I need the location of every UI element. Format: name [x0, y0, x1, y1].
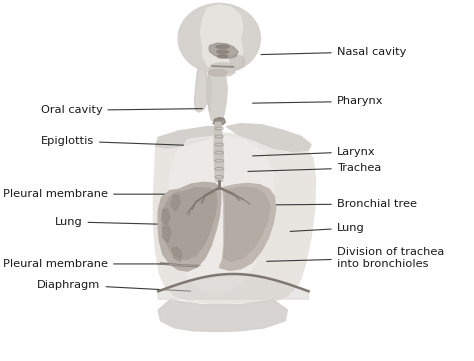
Polygon shape: [219, 183, 276, 270]
Text: Oral cavity: Oral cavity: [41, 105, 202, 116]
Text: Diaphragm: Diaphragm: [37, 280, 191, 291]
Polygon shape: [213, 118, 225, 126]
Polygon shape: [224, 187, 270, 261]
Polygon shape: [154, 133, 316, 304]
Polygon shape: [226, 124, 311, 152]
Polygon shape: [214, 122, 224, 182]
Text: Pleural membrane: Pleural membrane: [3, 189, 172, 199]
Text: Pharynx: Pharynx: [253, 96, 383, 106]
Text: Pleural membrane: Pleural membrane: [3, 259, 172, 269]
Polygon shape: [207, 73, 227, 121]
Polygon shape: [163, 188, 217, 260]
Polygon shape: [156, 127, 219, 148]
Polygon shape: [158, 300, 287, 331]
Polygon shape: [163, 227, 171, 242]
Ellipse shape: [216, 45, 229, 48]
Polygon shape: [172, 247, 182, 261]
Ellipse shape: [209, 69, 227, 76]
Polygon shape: [158, 274, 309, 299]
Text: Bronchial tree: Bronchial tree: [267, 199, 417, 209]
Text: Lung: Lung: [290, 223, 365, 233]
Polygon shape: [201, 5, 243, 73]
Polygon shape: [169, 135, 273, 294]
Polygon shape: [171, 195, 180, 211]
Polygon shape: [158, 182, 221, 271]
Text: Epiglottis: Epiglottis: [41, 136, 183, 146]
Polygon shape: [210, 62, 235, 76]
Polygon shape: [215, 145, 223, 157]
Text: Nasal cavity: Nasal cavity: [261, 47, 406, 57]
Polygon shape: [162, 209, 170, 226]
Text: Lung: Lung: [55, 217, 165, 227]
Text: Division of trachea
into bronchioles: Division of trachea into bronchioles: [267, 247, 444, 269]
Text: Larynx: Larynx: [253, 147, 375, 157]
Polygon shape: [230, 55, 245, 69]
Ellipse shape: [178, 3, 260, 74]
Ellipse shape: [218, 55, 228, 58]
Ellipse shape: [217, 50, 228, 53]
Polygon shape: [194, 62, 208, 112]
Polygon shape: [209, 43, 238, 58]
Polygon shape: [207, 74, 211, 112]
Text: Trachea: Trachea: [248, 163, 381, 173]
